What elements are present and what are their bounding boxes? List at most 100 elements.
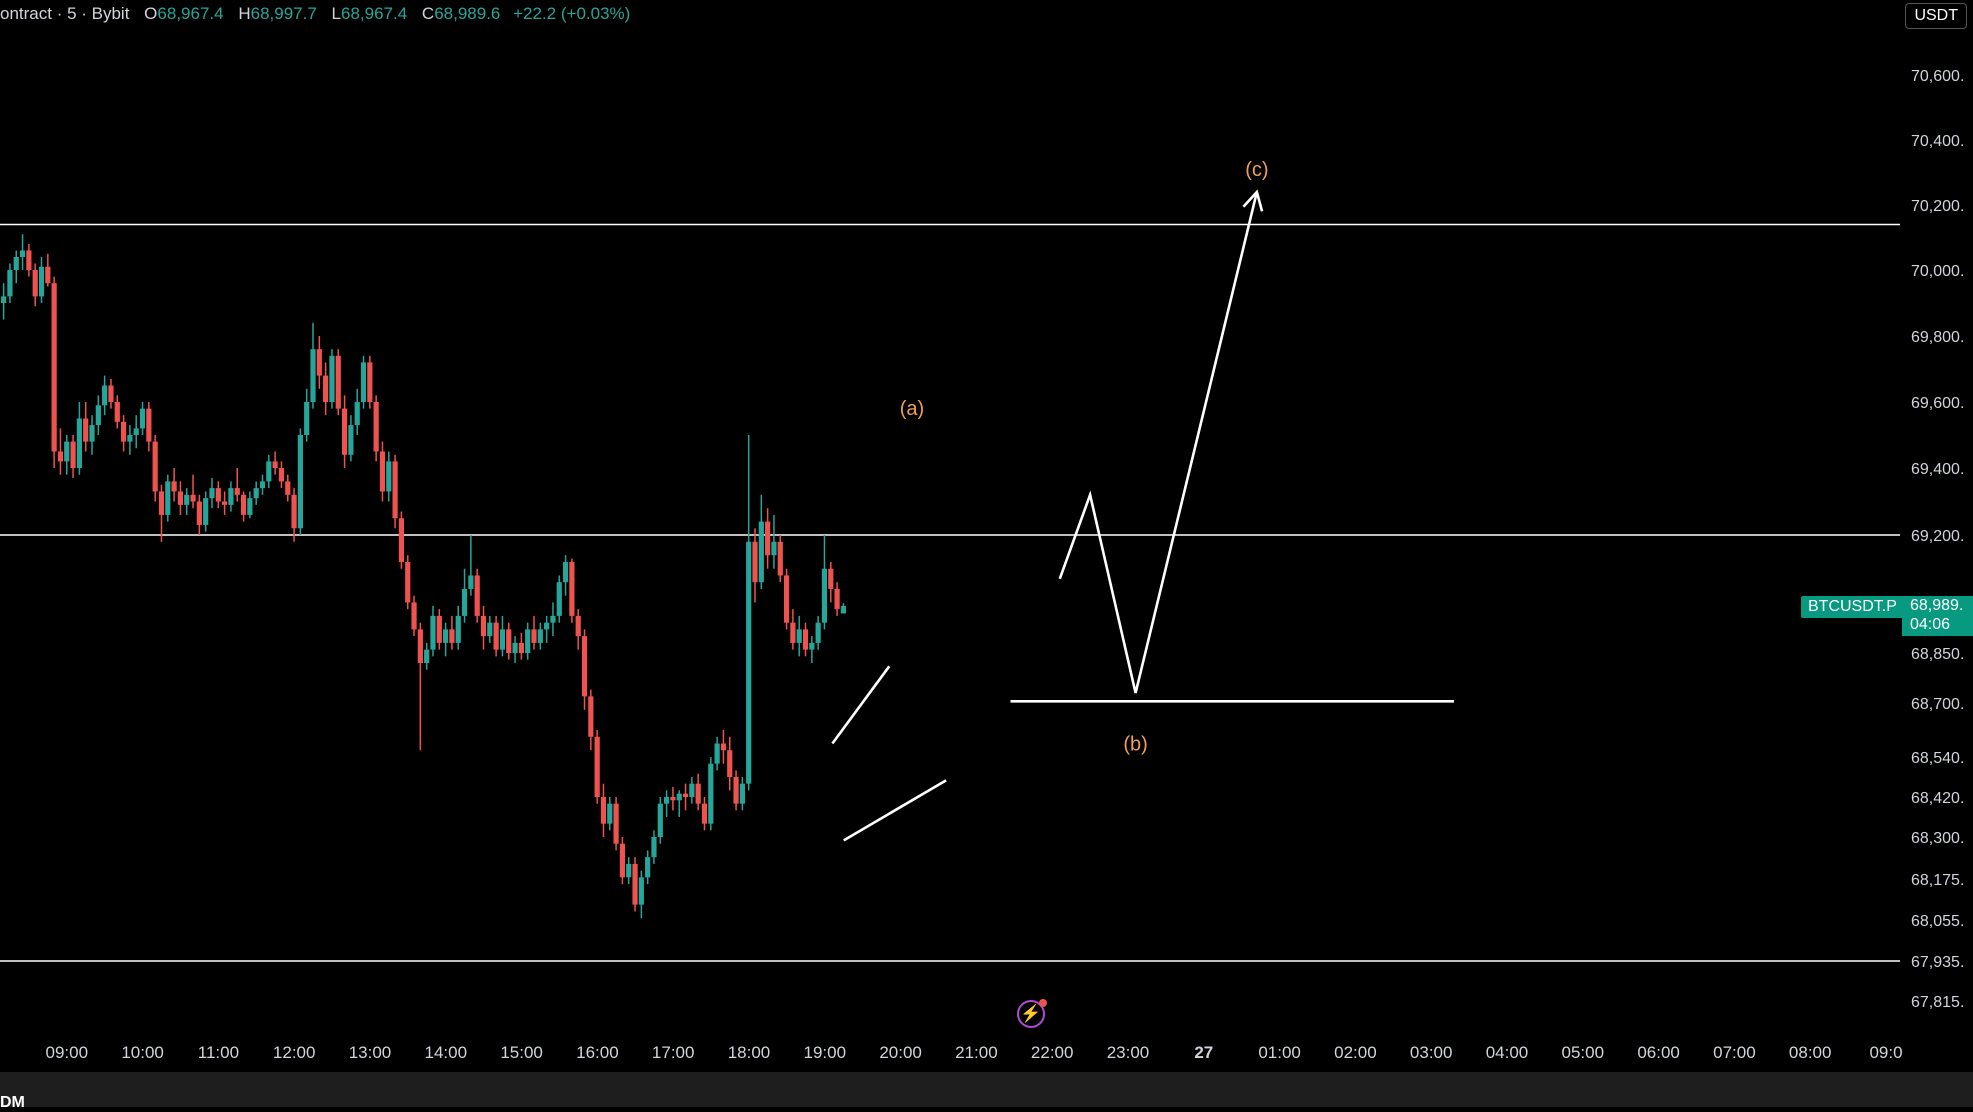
wave-label: (b) bbox=[1123, 733, 1147, 755]
candle-body bbox=[178, 491, 183, 504]
candle-body bbox=[197, 502, 202, 525]
candle-body bbox=[790, 623, 795, 643]
time-axis-label: 18:00 bbox=[728, 1043, 771, 1062]
lightning-bolt-icon[interactable]: ⚡ bbox=[1017, 1000, 1045, 1028]
candle-body bbox=[153, 442, 158, 492]
candle-body bbox=[260, 481, 265, 488]
candle-body bbox=[563, 562, 568, 582]
candle-body bbox=[1, 296, 6, 303]
candle-body bbox=[538, 629, 543, 642]
candle-body bbox=[576, 616, 581, 636]
candle-body bbox=[222, 502, 227, 505]
candle-body bbox=[235, 488, 240, 495]
trend-line bbox=[844, 780, 946, 840]
candle-body bbox=[190, 495, 195, 502]
candle-body bbox=[216, 488, 221, 501]
candle-body bbox=[550, 616, 555, 623]
candle-body bbox=[45, 267, 50, 283]
time-axis-label: 07:00 bbox=[1713, 1043, 1756, 1062]
candle-body bbox=[399, 518, 404, 562]
candle-body bbox=[651, 837, 656, 857]
candle-body bbox=[494, 623, 499, 650]
candle-body bbox=[58, 452, 63, 462]
notification-dot bbox=[1039, 999, 1047, 1007]
candle-body bbox=[310, 349, 315, 402]
price-axis-label: 68,175. bbox=[1911, 872, 1964, 889]
candle-body bbox=[443, 629, 448, 642]
candle-body bbox=[702, 804, 707, 824]
candle-body bbox=[569, 562, 574, 616]
candle-body bbox=[771, 542, 776, 555]
candle-body bbox=[481, 616, 486, 636]
candle-body bbox=[77, 419, 82, 469]
candle-body bbox=[273, 461, 278, 468]
time-axis-label: 21:00 bbox=[955, 1043, 998, 1062]
candle-body bbox=[134, 428, 139, 435]
candle-body bbox=[506, 629, 511, 653]
price-axis-label: 68,055. bbox=[1911, 913, 1964, 930]
candle-body bbox=[418, 629, 423, 663]
candle-body bbox=[361, 362, 366, 402]
candle-body bbox=[715, 744, 720, 764]
candle-body bbox=[336, 356, 341, 409]
candle-body bbox=[367, 362, 372, 402]
candle-body bbox=[348, 425, 353, 455]
candle-body bbox=[355, 402, 360, 425]
candle-body bbox=[14, 257, 19, 270]
time-axis-label: 02:00 bbox=[1334, 1043, 1377, 1062]
candle-body bbox=[696, 784, 701, 804]
candle-body bbox=[727, 750, 732, 777]
trend-line bbox=[832, 666, 889, 743]
time-axis-label: 04:00 bbox=[1486, 1043, 1529, 1062]
candle-body bbox=[620, 844, 625, 878]
candle-body bbox=[632, 864, 637, 905]
candle-body bbox=[52, 283, 57, 451]
candle-body bbox=[841, 606, 846, 613]
price-axis-label: 69,800. bbox=[1911, 329, 1964, 346]
candle-body bbox=[759, 522, 764, 583]
candle-body bbox=[456, 616, 461, 643]
candle-body bbox=[803, 629, 808, 649]
candle-body bbox=[70, 442, 75, 468]
candle-body bbox=[708, 764, 713, 824]
candle-body bbox=[828, 569, 833, 589]
candle-body bbox=[83, 419, 88, 442]
price-axis-label: 68,540. bbox=[1911, 750, 1964, 767]
price-axis-label: 70,200. bbox=[1911, 198, 1964, 215]
candle-body bbox=[127, 435, 132, 442]
candle-body bbox=[670, 797, 675, 800]
horizontal-levels bbox=[0, 225, 1900, 962]
candle-body bbox=[184, 495, 189, 505]
candle-body bbox=[285, 481, 290, 494]
candle-body bbox=[26, 251, 31, 271]
time-axis-label: 01:00 bbox=[1258, 1043, 1301, 1062]
candle-body bbox=[115, 402, 120, 422]
candle-body bbox=[165, 481, 170, 515]
candle-body bbox=[392, 461, 397, 518]
ticker-tag: BTCUSDT.P bbox=[1801, 596, 1904, 618]
candle-body bbox=[304, 402, 309, 435]
candle-body bbox=[822, 569, 827, 623]
candle-body bbox=[449, 629, 454, 642]
candle-body bbox=[279, 468, 284, 481]
candle-body bbox=[7, 270, 12, 296]
candle-body bbox=[683, 794, 688, 797]
candle-body bbox=[613, 804, 618, 844]
candle-body bbox=[108, 386, 113, 403]
time-axis-label: 10:00 bbox=[121, 1043, 164, 1062]
candle-body bbox=[33, 270, 38, 296]
candle-body bbox=[601, 797, 606, 824]
candle-body bbox=[746, 542, 751, 784]
candle-body bbox=[405, 562, 410, 602]
candle-body bbox=[102, 386, 107, 406]
bar-countdown: 04:06 bbox=[1910, 615, 1973, 634]
price-axis-label: 69,600. bbox=[1911, 395, 1964, 412]
candles bbox=[0, 234, 846, 918]
last-price: 68,989. bbox=[1910, 596, 1973, 615]
time-axis-label: 23:00 bbox=[1107, 1043, 1150, 1062]
price-axis-label: 68,300. bbox=[1911, 830, 1964, 847]
price-axis-label: 70,000. bbox=[1911, 263, 1964, 280]
time-axis-label: 05:00 bbox=[1562, 1043, 1605, 1062]
candle-body bbox=[544, 623, 549, 630]
